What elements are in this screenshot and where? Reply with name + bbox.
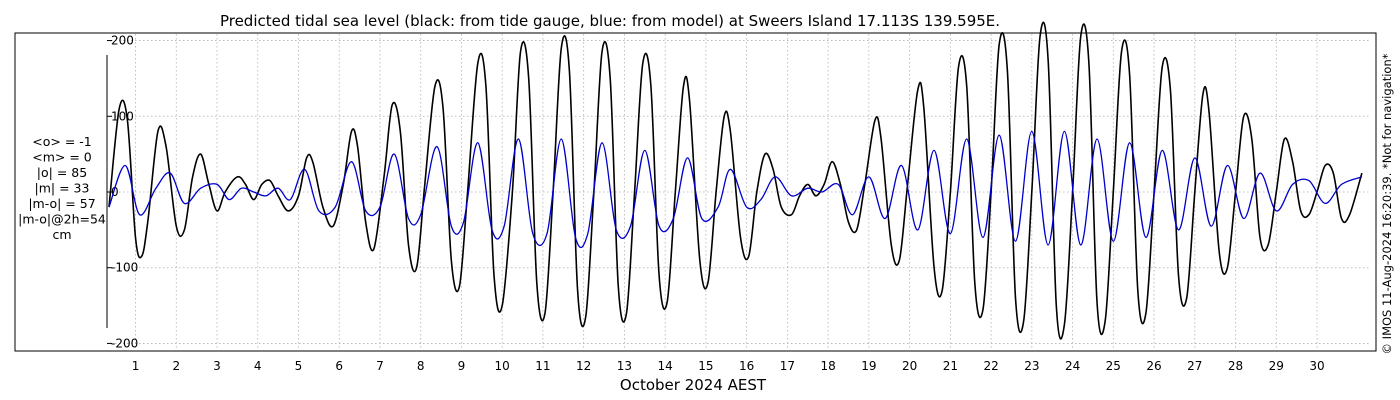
x-tick-label: 20: [902, 359, 917, 373]
x-tick-label: 15: [698, 359, 713, 373]
x-tick-label: 19: [861, 359, 876, 373]
x-tick-label: 6: [335, 359, 343, 373]
x-tick-label: 9: [458, 359, 466, 373]
x-tick-label: 2: [172, 359, 180, 373]
stats-annotation: <o> = -1<m> = 0|o| = 85|m| = 33|m-o| = 5…: [18, 134, 106, 242]
x-tick-label: 11: [535, 359, 550, 373]
stat-line: |m| = 33: [35, 181, 90, 196]
y-tick-label: 100: [111, 109, 134, 123]
x-tick-label: 7: [376, 359, 384, 373]
x-tick-label: 5: [295, 359, 303, 373]
stat-line: |m-o|@2h=54: [18, 212, 106, 227]
y-tick-label: -100: [111, 261, 138, 275]
stat-line: <o> = -1: [32, 134, 91, 149]
x-tick-label: 24: [1065, 359, 1080, 373]
stat-line: <m> = 0: [32, 150, 92, 165]
chart-title: Predicted tidal sea level (black: from t…: [220, 12, 1000, 30]
y-tick-label: 0: [111, 185, 119, 199]
y-tick-label: 200: [111, 34, 134, 48]
x-tick-label: 18: [820, 359, 835, 373]
credit-text: © IMOS 11-Aug-2024 16:20:39. *Not for na…: [1380, 53, 1394, 354]
stat-line: |m-o| = 57: [28, 196, 95, 211]
x-tick-label: 26: [1146, 359, 1161, 373]
x-tick-label: 12: [576, 359, 591, 373]
x-tick-label: 1: [132, 359, 140, 373]
x-tick-labels: 1 2 3 4 5 6 7 8 9 10 11 12 13 14 15 16 17 18 19 20 21 22 23 24 2…: [132, 359, 1325, 373]
x-tick-label: 13: [617, 359, 632, 373]
y-tick-labels: -200 -100 0 100 200: [107, 34, 138, 350]
x-tick-label: 10: [495, 359, 510, 373]
x-tick-label: 22: [983, 359, 998, 373]
x-tick-label: 3: [213, 359, 221, 373]
stat-line: cm: [52, 227, 71, 242]
x-tick-label: 27: [1187, 359, 1202, 373]
x-tick-label: 29: [1269, 359, 1284, 373]
x-axis-label: October 2024 AEST: [620, 376, 767, 394]
series-lines: [108, 21, 1363, 340]
series-line: [108, 21, 1363, 340]
x-tick-label: 4: [254, 359, 262, 373]
x-tick-label: 14: [658, 359, 673, 373]
grid-lines: [107, 34, 1370, 350]
x-tick-label: 8: [417, 359, 425, 373]
x-tick-label: 23: [1024, 359, 1039, 373]
x-tick-label: 28: [1228, 359, 1243, 373]
x-tick-label: 21: [943, 359, 958, 373]
x-tick-label: 30: [1309, 359, 1324, 373]
stat-line: |o| = 85: [37, 165, 87, 180]
y-tick-label: -200: [111, 336, 138, 350]
x-tick-label: 17: [780, 359, 795, 373]
series-line: [108, 130, 1363, 248]
x-tick-label: 16: [739, 359, 754, 373]
x-tick-label: 25: [1106, 359, 1121, 373]
